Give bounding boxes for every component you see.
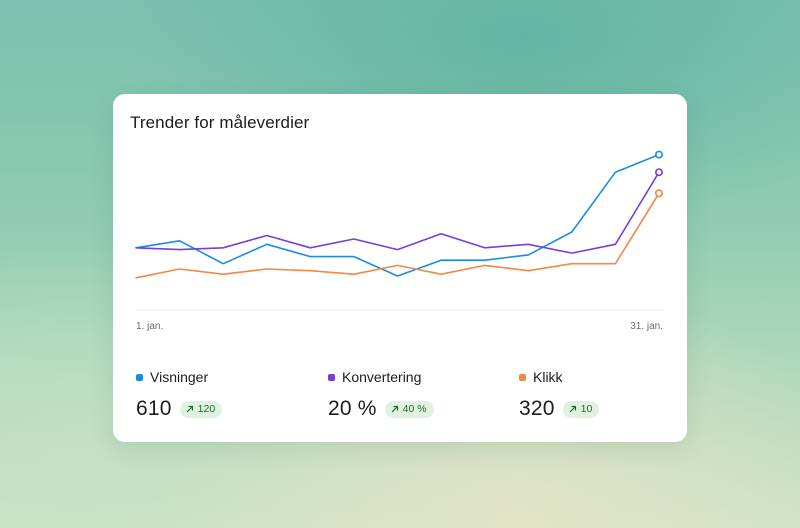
series-line-klikk <box>135 192 660 279</box>
trend-delta: 10 <box>580 402 593 415</box>
metric-value: 320 <box>519 397 555 420</box>
legend-dot-konvertering <box>328 373 335 381</box>
trend-delta: 40 % <box>402 402 427 415</box>
series-endpoint-konvertering[interactable] <box>654 168 663 177</box>
metric-name: Visninger <box>150 369 209 385</box>
metric-konvertering[interactable]: Konvertering 20 % 40 % <box>328 369 434 421</box>
metrics-trend-card: Trender for måleverdier 1. jan. 31. jan.… <box>113 94 687 442</box>
series-line-konvertering <box>135 171 660 254</box>
series-endpoint-visninger[interactable] <box>654 150 663 159</box>
metric-name: Klikk <box>533 369 563 385</box>
x-axis-end-label: 31. jan. <box>630 321 663 332</box>
trend-delta: 120 <box>197 402 216 415</box>
trend-line-chart <box>135 150 664 311</box>
metric-name: Konvertering <box>342 369 422 385</box>
trend-badge: 10 <box>562 400 600 418</box>
metric-value: 610 <box>136 397 172 420</box>
series-endpoint-klikk[interactable] <box>654 189 663 198</box>
trend-badge: 120 <box>179 400 223 418</box>
arrow-up-right-icon <box>391 405 398 413</box>
card-title: Trender for måleverdier <box>130 113 310 132</box>
arrow-up-right-icon <box>186 405 193 413</box>
arrow-up-right-icon <box>569 405 576 413</box>
series-line-visninger <box>135 153 660 277</box>
metric-visninger[interactable]: Visninger 610 120 <box>136 369 223 421</box>
metric-klikk[interactable]: Klikk 320 10 <box>519 369 600 421</box>
legend-dot-klikk <box>519 373 526 381</box>
metric-value: 20 % <box>328 397 377 420</box>
trend-badge: 40 % <box>384 400 434 418</box>
x-axis-start-label: 1. jan. <box>136 321 164 332</box>
legend-dot-visninger <box>136 373 143 381</box>
